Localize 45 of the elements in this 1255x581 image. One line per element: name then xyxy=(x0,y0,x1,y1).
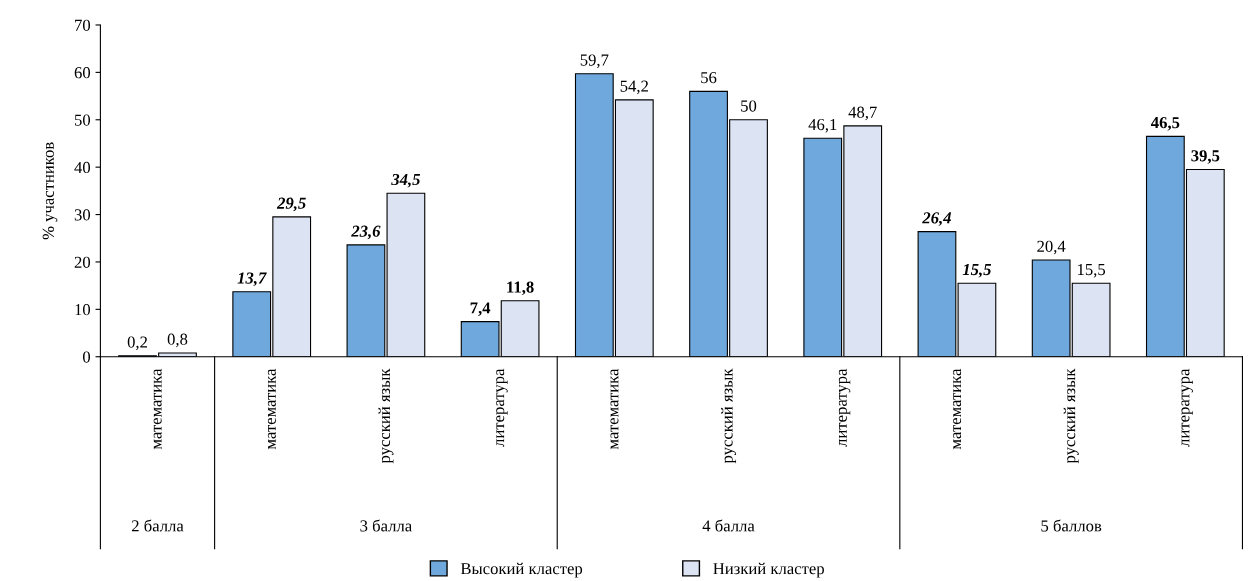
data-label: 39,5 xyxy=(1191,150,1220,164)
x-tick-label: литература xyxy=(496,368,508,447)
data-label: 56 xyxy=(701,72,717,84)
x-tick-label: математика xyxy=(953,368,962,450)
data-label: 23,6 xyxy=(351,225,381,240)
legend-label: Низкий кластер xyxy=(713,562,824,578)
x-tick-label: русский язык xyxy=(378,368,394,464)
data-label: 13,7 xyxy=(237,272,267,287)
x-tick-label: литература xyxy=(838,368,851,447)
data-label: 20,4 xyxy=(1037,240,1066,255)
x-tick-label: литература xyxy=(1181,368,1193,447)
text: 4 балла xyxy=(702,519,755,532)
y-tick-label: 0 xyxy=(82,351,91,363)
data-label: 0,8 xyxy=(167,333,188,348)
data-label: 34,5 xyxy=(391,173,421,188)
data-label: 50 xyxy=(741,100,757,112)
x-tick-label: русский язык xyxy=(721,368,737,464)
data-label: 26,4 xyxy=(922,212,952,226)
data-label: 59,7 xyxy=(580,54,609,69)
y-axis-title: % участников xyxy=(42,142,58,240)
data-label: 48,7 xyxy=(848,106,877,121)
data-label: 11,8 xyxy=(507,281,534,296)
y-tick-label: 20 xyxy=(74,256,91,268)
x-tick-label: русский язык xyxy=(1063,368,1079,464)
data-label: 46,1 xyxy=(808,118,837,133)
y-tick-label: 40 xyxy=(74,161,91,174)
text: 5 баллов xyxy=(1041,519,1102,532)
data-label: 46,5 xyxy=(1151,117,1180,131)
data-label: 29,5 xyxy=(276,197,306,212)
y-tick-label: 70 xyxy=(75,19,91,31)
y-tick-label: 30 xyxy=(74,209,91,221)
y-tick-label: 10 xyxy=(75,304,91,316)
data-label: 15,5 xyxy=(1078,263,1106,278)
x-tick-label: математика xyxy=(610,368,619,450)
data-label: 0,2 xyxy=(127,336,148,351)
x-tick-label: математика xyxy=(267,368,276,450)
y-tick-label: 60 xyxy=(74,67,91,79)
legend-label: Высокий кластер xyxy=(460,562,583,578)
data-label: 7,4 xyxy=(470,302,491,316)
text: 3 балла xyxy=(360,519,412,532)
x-tick-label: математика xyxy=(153,368,162,450)
data-label: 54,2 xyxy=(620,80,648,95)
data-label: 15,5 xyxy=(962,263,992,278)
text: 2 балла xyxy=(131,519,184,532)
y-tick-label: 50 xyxy=(74,114,91,126)
